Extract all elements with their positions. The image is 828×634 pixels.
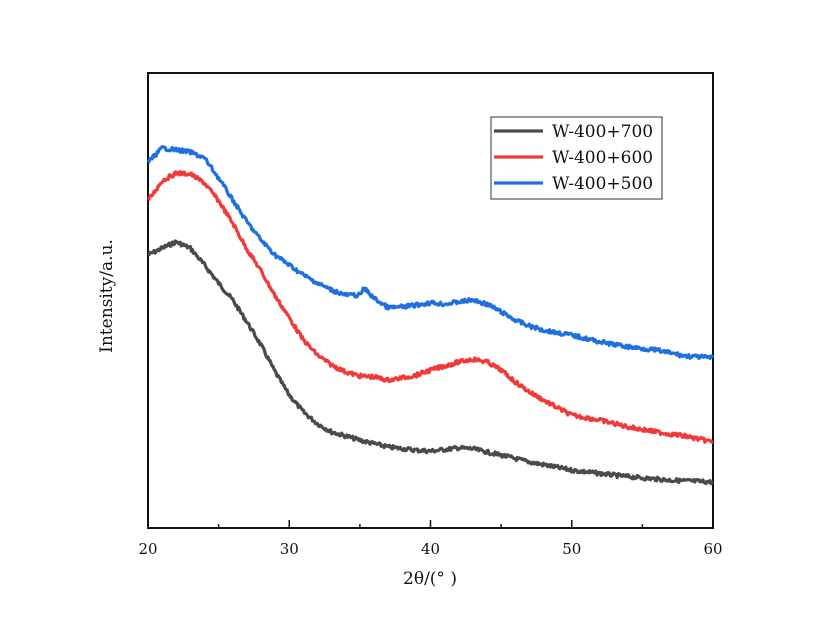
series-line-W-400+700 [147,239,714,486]
y-axis-title: Intensity/a.u. [97,239,117,353]
series-line-W-400+600 [147,170,714,444]
series-layer [147,145,715,486]
x-tick-labels: 20 30 40 50 60 [138,540,722,558]
x-tick-label: 50 [562,540,581,558]
legend-items: W-400+700 W-400+600 W-400+500 [494,122,653,194]
x-axis-title: 2θ/(° ) [403,569,457,589]
x-tick-label: 40 [421,540,440,558]
legend-label: W-400+600 [552,148,653,168]
legend-label: W-400+700 [552,122,653,142]
legend: W-400+700 W-400+600 W-400+500 [490,116,663,200]
series-line-W-400+500 [147,145,715,361]
x-tick-label: 60 [703,540,722,558]
x-tick-label: 30 [280,540,299,558]
x-ticks [147,520,714,528]
legend-label: W-400+500 [552,174,653,194]
x-tick-label: 20 [138,540,157,558]
